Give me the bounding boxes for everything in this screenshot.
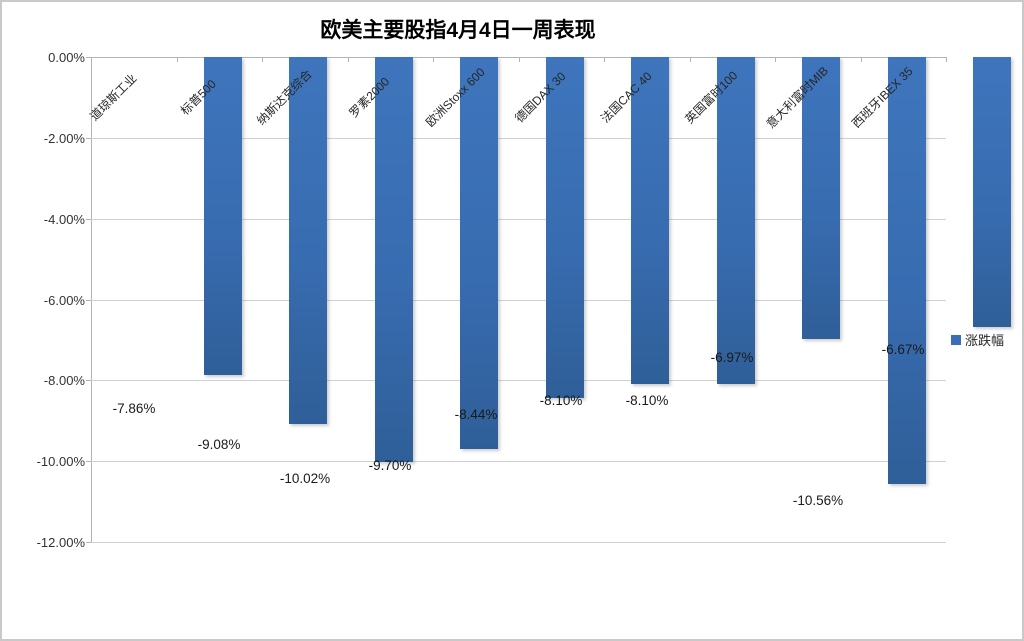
bar-英国富时100: [802, 57, 840, 339]
chart-title: 欧美主要股指4月4日一周表现: [320, 19, 596, 42]
category-axis-tick: [860, 57, 862, 62]
y-axis-tick: [86, 299, 91, 301]
category-axis-tick: [176, 57, 178, 62]
plot-area: [91, 57, 1011, 543]
y-axis-tick: [86, 137, 91, 139]
category-axis-tick: [262, 57, 263, 62]
bar-道琼斯工业: [204, 57, 242, 375]
bar-欧洲Stoxx 600: [546, 57, 584, 398]
bar-纳斯达克综合: [375, 57, 413, 462]
y-axis-label: -12.00%: [36, 535, 85, 550]
gridline: [91, 461, 946, 463]
gridline: [91, 380, 946, 382]
data-label: -10.02%: [279, 471, 331, 486]
legend-swatch-icon: [951, 334, 961, 345]
bar-法国CAC 40: [717, 57, 755, 384]
gridline: [91, 542, 946, 543]
y-axis-tick: [86, 218, 91, 220]
data-label: -8.44%: [454, 407, 498, 422]
bar-罗素2000: [460, 57, 498, 449]
data-label: -8.10%: [539, 393, 583, 408]
y-axis-label: -4.00%: [43, 211, 85, 227]
bar-标普500: [289, 57, 327, 424]
gridline: [91, 218, 946, 220]
y-axis-tick: [86, 542, 91, 543]
category-axis-tick: [91, 57, 92, 62]
data-label: -6.97%: [710, 350, 754, 365]
data-label: -9.08%: [197, 437, 241, 452]
data-label: -7.86%: [112, 401, 156, 416]
bar-德国DAX 30: [631, 57, 669, 384]
bar-意大利富时MIB: [888, 57, 926, 484]
category-axis-tick: [347, 57, 349, 62]
gridline: [91, 137, 946, 139]
y-axis-label: -6.00%: [43, 292, 85, 308]
y-axis-tick: [86, 380, 91, 382]
category-axis-tick: [433, 57, 434, 62]
data-label: -9.70%: [368, 458, 412, 473]
category-axis-tick: [689, 57, 691, 62]
category-axis-tick: [775, 57, 776, 62]
data-label: -10.56%: [792, 493, 844, 508]
gridline: [91, 299, 946, 301]
y-axis-label: -10.00%: [36, 454, 85, 470]
y-axis-label: 0.00%: [48, 50, 85, 65]
data-label: -8.10%: [625, 393, 669, 408]
category-axis-tick: [518, 57, 520, 62]
y-axis-tick: [86, 57, 91, 58]
y-axis-label: -8.00%: [43, 373, 85, 389]
category-axis-tick: [946, 57, 947, 62]
legend: 涨跌幅: [951, 330, 1004, 349]
bar-西班牙IBEX 35: [973, 57, 1011, 327]
y-axis-tick: [86, 461, 91, 463]
y-axis-label: -2.00%: [43, 130, 85, 146]
data-label: -6.67%: [881, 342, 925, 357]
category-axis-tick: [604, 57, 605, 62]
legend-label: 涨跌幅: [965, 333, 1005, 348]
